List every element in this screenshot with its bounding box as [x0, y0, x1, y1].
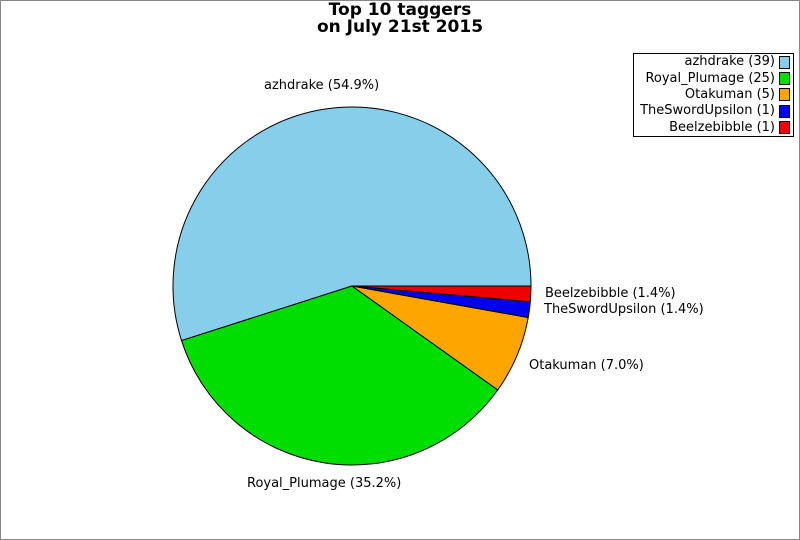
- chart-title-line1: Top 10 taggers: [328, 0, 472, 20]
- legend-label: Beelzebibble (1): [669, 119, 775, 135]
- legend-item-azhdrake: azhdrake (39): [634, 54, 793, 70]
- slice-label-azhdrake: azhdrake (54.9%): [264, 78, 380, 93]
- pie-slice-beelzebibble: [351, 285, 532, 303]
- legend-item-beelzebibble: Beelzebibble (1): [634, 120, 793, 136]
- legend-swatch-azhdrake: [779, 55, 790, 69]
- slice-label-otakuman: Otakuman (7.0%): [529, 358, 644, 373]
- pie-slice-azhdrake: [172, 106, 532, 342]
- chart-title: Top 10 taggers on July 21st 2015: [1, 2, 799, 36]
- legend-item-otakuman: Otakuman (5): [634, 87, 793, 103]
- legend-label: azhdrake (39): [684, 54, 775, 70]
- chart-title-line2: on July 21st 2015: [316, 17, 484, 37]
- legend-swatch-royal-plumage: [779, 72, 790, 86]
- slice-label-beelzebibble: Beelzebibble (1.4%): [545, 286, 676, 301]
- legend-item-royal-plumage: Royal_Plumage (25): [634, 71, 793, 87]
- legend-swatch-theswordupsilon: [779, 104, 790, 118]
- legend-label: TheSwordUpsilon (1): [640, 103, 775, 119]
- slice-label-royal-plumage: Royal_Plumage (35.2%): [247, 476, 402, 491]
- pie-slice-royal_plumage: [180, 285, 499, 466]
- legend-swatch-beelzebibble: [779, 121, 790, 135]
- legend-item-theswordupsilon: TheSwordUpsilon (1): [634, 103, 793, 119]
- slice-label-theswordupsilon: TheSwordUpsilon (1.4%): [544, 302, 704, 317]
- legend-label: Royal_Plumage (25): [645, 70, 775, 86]
- legend-swatch-otakuman: [779, 88, 790, 102]
- legend: azhdrake (39) Royal_Plumage (25) Otakuma…: [633, 53, 794, 137]
- legend-label: Otakuman (5): [684, 86, 775, 102]
